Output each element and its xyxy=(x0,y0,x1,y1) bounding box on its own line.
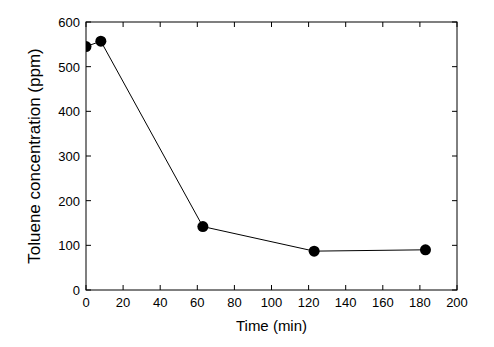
plot-frame xyxy=(86,22,457,290)
chart-container: 0 20 40 60 80 100 120 140 160 180 200 0 100 200 300 400… xyxy=(0,0,494,347)
y-tick xyxy=(86,290,91,291)
x-tick-label: 20 xyxy=(116,295,130,310)
x-tick xyxy=(271,285,272,290)
x-tick-top xyxy=(271,22,272,27)
x-tick-top xyxy=(234,22,235,27)
y-tick-right xyxy=(452,22,457,23)
x-tick-top xyxy=(197,22,198,27)
x-tick-top xyxy=(382,22,383,27)
y-tick-right xyxy=(452,66,457,67)
y-tick-label: 500 xyxy=(58,60,80,75)
y-tick xyxy=(86,22,91,23)
x-tick xyxy=(234,285,235,290)
series-marker xyxy=(197,221,208,232)
y-tick-label: 200 xyxy=(58,194,80,209)
y-tick-label: 600 xyxy=(58,15,80,30)
x-tick-top xyxy=(123,22,124,27)
y-tick-label: 300 xyxy=(58,149,80,164)
x-tick-label: 120 xyxy=(298,295,320,310)
y-axis-label: Toluene concentration (ppm) xyxy=(25,48,44,263)
x-tick-top xyxy=(457,22,458,27)
series-marker xyxy=(309,246,320,257)
x-tick-top xyxy=(160,22,161,27)
series-marker xyxy=(420,244,431,255)
y-tick-right xyxy=(452,290,457,291)
x-tick xyxy=(86,285,87,290)
x-tick-label: 140 xyxy=(335,295,357,310)
x-axis-label: Time (min) xyxy=(236,317,307,334)
y-tick-label: 400 xyxy=(58,104,80,119)
x-tick-label: 180 xyxy=(409,295,431,310)
y-tick-right xyxy=(452,245,457,246)
x-tick-top xyxy=(308,22,309,27)
y-tick xyxy=(86,200,91,201)
x-tick xyxy=(160,285,161,290)
x-tick-top xyxy=(419,22,420,27)
y-tick-right xyxy=(452,156,457,157)
series-line xyxy=(86,41,425,251)
series-marker xyxy=(95,36,106,47)
y-tick xyxy=(86,111,91,112)
x-tick xyxy=(123,285,124,290)
x-tick xyxy=(308,285,309,290)
x-tick-label: 80 xyxy=(227,295,241,310)
x-tick xyxy=(457,285,458,290)
x-tick-label: 40 xyxy=(153,295,167,310)
x-tick-label: 60 xyxy=(190,295,204,310)
y-tick-right xyxy=(452,200,457,201)
x-tick xyxy=(345,285,346,290)
plot-data xyxy=(86,36,431,257)
chart: 0 20 40 60 80 100 120 140 160 180 200 0 100 200 300 400… xyxy=(0,0,494,347)
x-tick xyxy=(382,285,383,290)
y-tick-label: 0 xyxy=(73,283,80,298)
y-tick xyxy=(86,245,91,246)
x-tick-label: 160 xyxy=(372,295,394,310)
x-tick xyxy=(197,285,198,290)
x-tick-top xyxy=(86,22,87,27)
y-tick xyxy=(86,66,91,67)
y-tick xyxy=(86,156,91,157)
x-tick-label: 100 xyxy=(261,295,283,310)
x-tick-label: 200 xyxy=(446,295,468,310)
x-tick xyxy=(419,285,420,290)
x-tick-label: 0 xyxy=(82,295,89,310)
series-marker xyxy=(86,41,92,52)
y-tick-label: 100 xyxy=(58,238,80,253)
x-tick-top xyxy=(345,22,346,27)
y-tick-right xyxy=(452,111,457,112)
